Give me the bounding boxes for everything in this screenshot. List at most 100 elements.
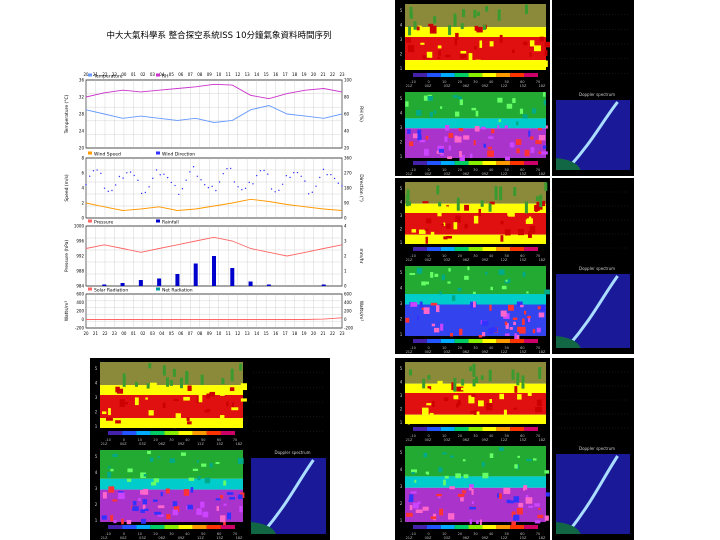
legend-swatch — [88, 73, 92, 77]
colorbar-segment — [426, 161, 441, 165]
colorbar-segment — [413, 427, 427, 431]
echo-cell — [522, 114, 528, 119]
colorbar-segment — [164, 431, 179, 435]
echo-cell — [529, 52, 532, 57]
colorbar-tick-label: 30 — [473, 532, 477, 536]
time-tick-label: 18Z — [539, 258, 546, 262]
y-tick-label: 3 — [344, 239, 347, 244]
echo-cell — [445, 223, 451, 229]
echo-cell — [511, 511, 516, 517]
colorbar-tick-label: 50 — [505, 532, 509, 536]
echo-cell — [458, 127, 464, 132]
colorbar-tick-label: 70 — [536, 80, 540, 84]
echo-cell — [187, 385, 192, 391]
x-tick-label: 00 — [121, 331, 127, 336]
wind-direction-point — [244, 187, 247, 190]
blank-spectrum-panel — [552, 0, 634, 88]
colorbar-segment — [220, 431, 235, 435]
wind-direction-point — [278, 189, 280, 191]
echo-cell — [456, 197, 460, 211]
echo-cell — [237, 494, 243, 500]
temperature-line — [85, 105, 343, 123]
echo-cell — [180, 452, 186, 456]
echo-cell — [237, 458, 244, 464]
echo-cell — [515, 139, 522, 145]
echo-cell — [437, 380, 443, 385]
colorbar-tick-label: 0 — [428, 254, 430, 258]
colorbar-segment — [524, 247, 538, 251]
echo-cell — [108, 486, 115, 493]
echo-cell — [108, 408, 111, 416]
echo-cell — [476, 26, 483, 33]
echo-cell — [471, 107, 477, 111]
height-tick-label: 1 — [400, 66, 403, 71]
echo-cell — [455, 111, 460, 117]
colorbar-segment — [150, 525, 165, 529]
echo-cell — [409, 505, 413, 511]
profiler-height-time-plot: 5 4 3 2 1 -10 0 10 20 30 40 50 60 70 21Z 00Z 03Z 06Z 09Z 12… — [395, 262, 550, 354]
echo-cell — [433, 16, 437, 24]
colorbar-tick-label: 30 — [473, 254, 477, 258]
top-x-tick-label: 10 — [216, 72, 222, 77]
colorbar-segment — [468, 247, 483, 251]
colorbar-tick-label: 70 — [536, 346, 540, 350]
colorbar-segment — [468, 339, 483, 343]
echo-cell — [140, 509, 145, 513]
echo-cell — [522, 318, 525, 325]
echo-cell — [482, 472, 489, 479]
echo-cell — [119, 399, 125, 407]
echo-cell — [454, 136, 462, 143]
echo-cell — [527, 316, 531, 319]
top-x-tick-label: 15 — [264, 72, 270, 77]
height-tick-label: 2 — [400, 52, 403, 57]
echo-cell — [487, 146, 493, 150]
echo-cell — [405, 101, 409, 107]
colorbar-tick-label: 10 — [442, 532, 446, 536]
echo-cell — [201, 463, 207, 467]
echo-cell — [478, 335, 483, 338]
echo-cell — [469, 366, 473, 372]
echo-cell — [525, 319, 531, 323]
echo-cell — [134, 381, 138, 387]
echo-cell — [471, 501, 474, 505]
legend-label: RH — [162, 74, 169, 80]
echo-cell — [219, 415, 225, 423]
height-tick-label: 5 — [400, 186, 403, 191]
echo-cell — [418, 129, 421, 136]
solar-radiation-line — [86, 317, 343, 320]
y-tick-label: 0 — [81, 216, 84, 221]
echo-cell — [488, 136, 494, 139]
echo-cell — [455, 215, 461, 223]
rainfall-bar — [248, 281, 253, 286]
echo-cell — [438, 148, 445, 153]
spectrum-clutter — [251, 522, 277, 534]
echo-cell — [153, 478, 160, 483]
echo-cell — [121, 518, 124, 525]
top-x-tick-label: 22 — [330, 72, 336, 77]
echo-cell — [544, 289, 550, 295]
time-tick-label: 12Z — [501, 84, 508, 88]
echo-cell — [179, 377, 183, 389]
echo-cell — [535, 139, 542, 145]
echo-cell — [204, 410, 210, 413]
colorbar-segment — [413, 161, 427, 165]
echo-cell — [451, 295, 456, 302]
colorbar-tick-label: 40 — [489, 434, 493, 438]
echo-cell — [530, 147, 535, 153]
echo-cell — [513, 187, 517, 197]
y-tick-label: 20 — [79, 146, 85, 151]
colorbar-segment — [108, 525, 123, 529]
echo-cell — [542, 145, 547, 149]
y-axis-label-right: mm/hr — [358, 249, 364, 264]
echo-cell — [113, 520, 117, 524]
echo-cell — [462, 9, 466, 18]
wind-direction-point — [148, 186, 150, 188]
echo-cell — [436, 305, 440, 313]
legend-swatch — [156, 151, 160, 155]
wind-direction-point — [311, 191, 314, 193]
echo-cell — [489, 304, 492, 311]
echo-cell — [426, 51, 433, 58]
echo-cell — [448, 268, 451, 272]
y-axis-label-left: Speed (m/s) — [64, 174, 70, 202]
echo-cell — [132, 506, 139, 511]
